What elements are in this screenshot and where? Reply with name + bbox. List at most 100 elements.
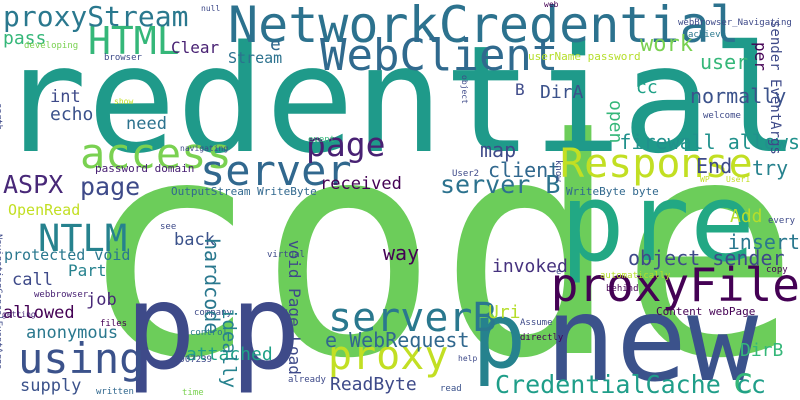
word-job-60: job (86, 290, 117, 310)
word-object-109: object (460, 75, 469, 104)
word-code-0: code (77, 75, 800, 400)
word-credential-1: credential (0, 14, 800, 186)
word-way-39: way (383, 241, 420, 265)
word-sender-eventargs-101: sender EventArgs (767, 20, 783, 155)
word-e-47: e (270, 34, 281, 55)
word-developing-68: developing (24, 41, 79, 51)
word-web-92: web (544, 0, 559, 9)
word-access-11: access (80, 129, 232, 178)
word-part-58: Part (68, 261, 107, 280)
word-firewall-allows-30: firewall allows (619, 130, 800, 154)
word-getting-73: getting (2, 310, 36, 319)
word-assume-82: Assume (520, 318, 553, 328)
word-password-domain-64: password domain (95, 162, 195, 175)
word-client-37: client (488, 158, 561, 182)
word-dirb-43: DirB (740, 340, 784, 361)
word-welcome-86: welcome (703, 111, 741, 121)
word-company-93: company (194, 308, 232, 318)
word-pre-6: pre (560, 161, 756, 286)
word-outputstream-writebyte-65: OutputStream WriteByte (171, 185, 317, 198)
word-wp-98: WP (700, 175, 710, 184)
word-credentialcache-cc-24: CredentialCache cc (495, 370, 766, 399)
word-protected-void-56: protected void (4, 246, 131, 264)
word-navigatingcanceleventargs-107: NavigatingCancelEventArgs (0, 234, 3, 370)
word-clear-48: Clear (171, 38, 220, 57)
word-invoked-40: invoked (492, 256, 568, 277)
word-response-10: Response (560, 141, 753, 187)
word-every-89: every (768, 216, 796, 226)
word-per-102: per (751, 42, 770, 71)
word-object-sender-26: object sender (628, 246, 785, 270)
word-username-password-67: userName password (528, 50, 641, 63)
word-call-57: call (12, 270, 53, 290)
word-c-23: c (732, 361, 754, 400)
word-pass-53: pass (3, 28, 47, 49)
word-help-96: help (458, 354, 478, 363)
word-int-51: int (50, 87, 81, 107)
word-insert-34: insert (727, 230, 800, 254)
word-webbrowser-navigating-88: webBrowser_Navigating (678, 18, 792, 28)
word-earth-108: earth (0, 103, 3, 131)
word-know-110: know (553, 160, 563, 182)
word-using-15: using (18, 334, 145, 383)
word-directly-83: directly (520, 333, 564, 343)
word-writebyte-byte-66: WriteByte byte (566, 185, 659, 198)
word-already-80: already (288, 375, 326, 385)
word-e-webrequest-25: e WebRequest (325, 328, 470, 352)
word-new-5: new (545, 270, 759, 400)
word-time-79: time (182, 388, 204, 398)
word-need-50: need (126, 114, 167, 134)
word-read-81: read (440, 384, 462, 394)
word-stream-49: Stream (228, 49, 283, 67)
word-navigating-71: navigating (180, 144, 229, 153)
word-html-16: HTML (88, 19, 180, 63)
word-end-32: End (696, 154, 733, 178)
word-ntlm-17: NTLM (38, 217, 128, 260)
word-achieve-87: achieve (688, 30, 726, 40)
word-allowed-59: allowed (3, 303, 75, 323)
word-content-webpage-63: Content webPage (656, 305, 756, 318)
word-webbrowser-74: webbrowser (34, 290, 89, 300)
word-p-3: p (230, 258, 302, 396)
word-show-70: show (114, 97, 134, 106)
word-server-b-22: server B (440, 170, 561, 199)
word-back-54: back (174, 230, 215, 250)
word-normally-29: normally (690, 84, 787, 108)
word-page-21: page (80, 172, 141, 201)
word-written-78: written (96, 387, 134, 397)
word-webclient-9: WebClient (320, 30, 559, 81)
word-e-100: e (556, 267, 562, 277)
word-p-4: p (472, 284, 527, 389)
word-work-27: work (640, 32, 693, 57)
word-control-76: control (190, 328, 228, 338)
word-server-12: server (200, 146, 352, 195)
word-user2-97: User2 (452, 169, 480, 179)
word-cc-31: cc (636, 77, 658, 98)
word-void-page-load-105: void Page_Load (285, 240, 304, 375)
word-see-95: see (160, 222, 177, 232)
word-aspx-20: ASPX (3, 170, 64, 199)
word-ideally-106: ideally (218, 308, 240, 389)
word-openread-55: OpenRead (8, 201, 81, 219)
word-p-2: p (125, 258, 197, 396)
word-event-72: event (308, 135, 336, 145)
word-add-35: Add (730, 206, 763, 227)
word-dira-41: DirA (540, 82, 584, 103)
word-proxy-14: proxy (328, 333, 449, 379)
word-echo-52: echo (50, 104, 94, 125)
word-proxystream-19: proxyStream (3, 0, 189, 33)
word-user-28: user (700, 50, 749, 74)
word-supply-62: supply (20, 376, 82, 396)
word-serverb-13: serverB (328, 295, 497, 341)
word-proxyfile-8: proxyFile (550, 258, 800, 312)
word-null-91: null (201, 4, 221, 13)
word-user1-99: User1 (726, 175, 751, 184)
word-page-18: page (306, 125, 386, 164)
word-u007239-77: u007239 (174, 355, 212, 365)
word-behind-85: behind (606, 284, 639, 294)
word-virtual-94: virtual (267, 250, 305, 260)
word-readbyte-45: ReadByte (330, 374, 417, 395)
word-map-38: map (480, 138, 517, 162)
word-try-33: try (752, 156, 789, 180)
